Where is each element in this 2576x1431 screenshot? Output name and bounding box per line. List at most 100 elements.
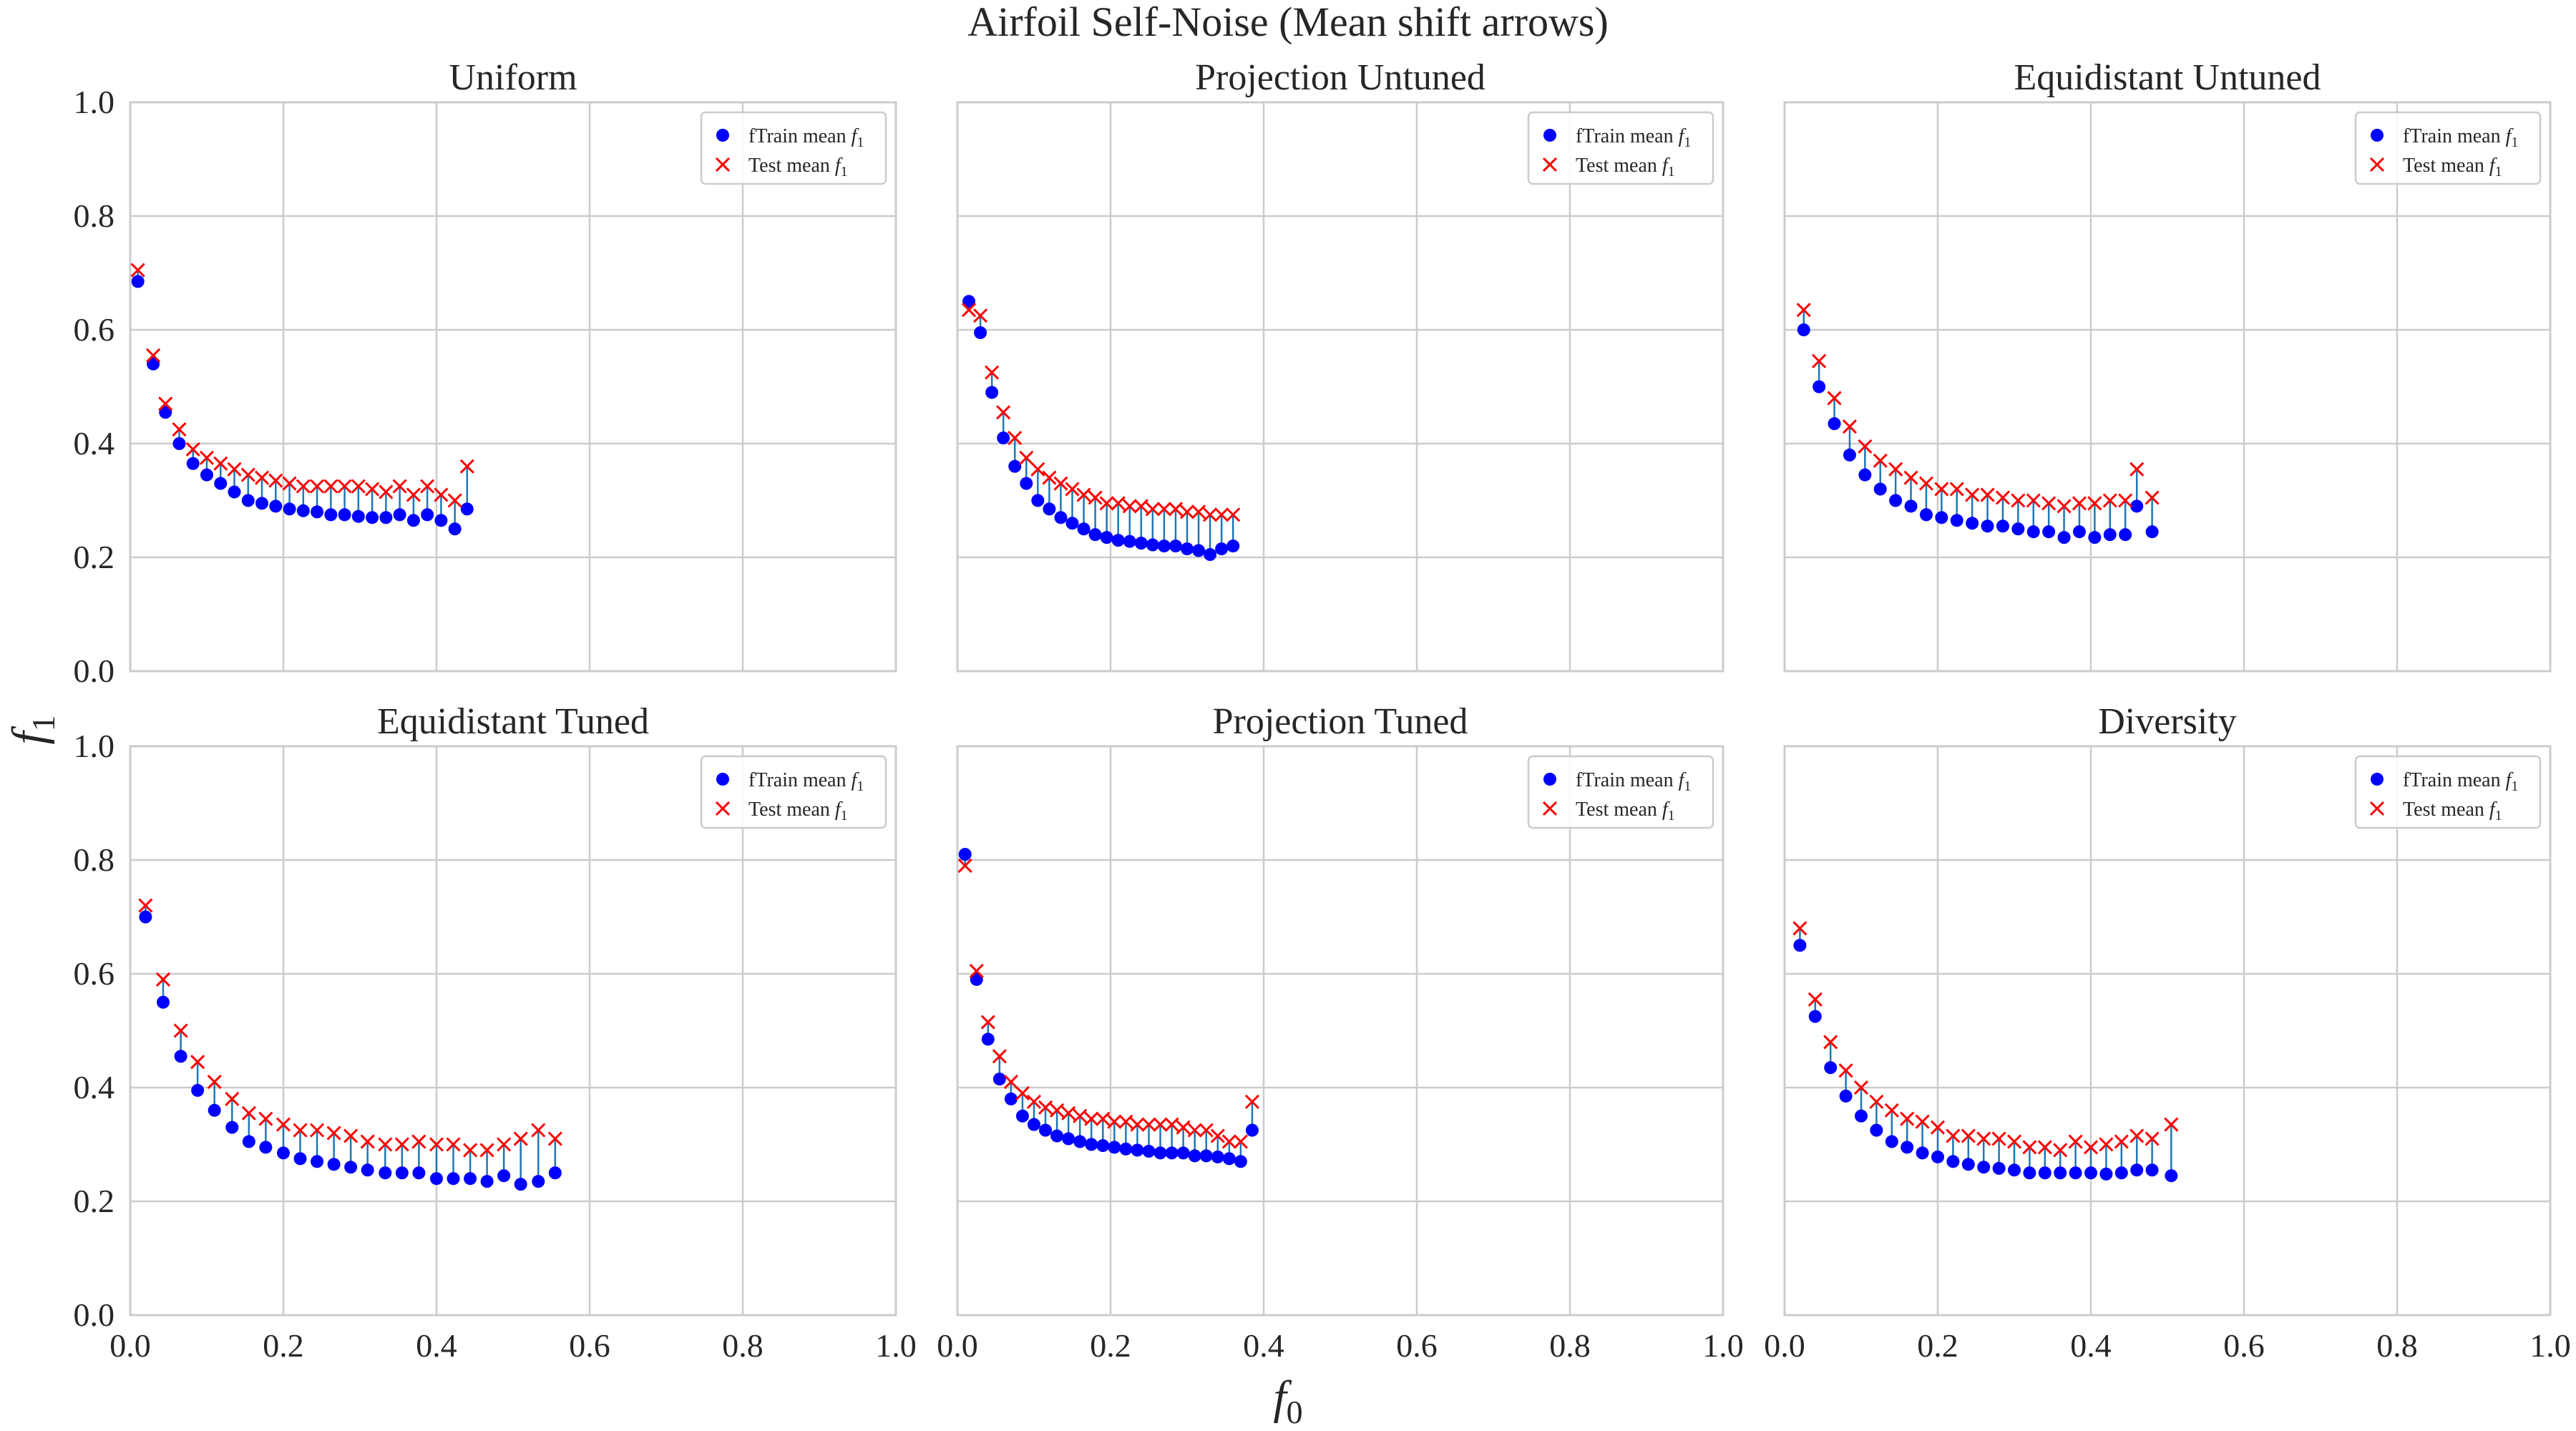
legend-train-marker: [716, 129, 729, 142]
test-mean-point: [1168, 502, 1184, 517]
x-tick-label: 0.2: [1090, 1327, 1131, 1364]
test-mean-point: [411, 1134, 426, 1149]
test-mean-point: [1873, 453, 1888, 468]
train-mean-point: [1916, 1146, 1929, 1160]
test-mean-point: [190, 1055, 205, 1070]
y-axis-label-sub: 1: [25, 715, 62, 731]
test-mean-point: [158, 396, 173, 411]
train-mean-point: [296, 504, 310, 517]
train-mean-point: [277, 1146, 290, 1160]
train-mean-point: [159, 406, 172, 419]
train-mean-point: [1054, 511, 1068, 524]
train-mean-point: [1062, 1132, 1075, 1146]
train-mean-point: [2023, 1166, 2036, 1180]
train-mean-point: [1950, 514, 1963, 527]
train-mean-point: [174, 1050, 187, 1063]
x-tick-label: 0.4: [2070, 1327, 2112, 1364]
y-tick-label: 0.8: [74, 841, 115, 878]
test-mean-point: [957, 858, 972, 874]
y-tick-label: 1.0: [74, 84, 115, 120]
y-tick-label: 0.8: [74, 197, 115, 234]
test-mean-point: [1003, 1074, 1018, 1090]
legend: fTrain mean f1 Test mean f1: [2354, 755, 2542, 829]
test-mean-point: [1065, 482, 1080, 497]
test-mean-point: [459, 459, 474, 474]
train-mean-point: [242, 1135, 255, 1148]
train-mean-point: [1165, 1146, 1179, 1160]
y-tick-label: 0.4: [74, 425, 115, 461]
legend-train-label: fTrain mean f1: [748, 125, 864, 150]
test-mean-point: [2026, 493, 2041, 508]
train-mean-point: [2145, 525, 2159, 539]
test-mean-point: [1221, 1134, 1236, 1149]
legend-test-marker: [2369, 801, 2385, 816]
test-mean-point: [323, 479, 338, 494]
test-mean-point: [173, 1023, 188, 1038]
test-mean-point: [463, 1143, 478, 1158]
test-mean-point: [1226, 507, 1241, 522]
train-mean-point: [393, 508, 406, 522]
chart-panels: 0.0 0.2 0.4 0.6 0.8 1.0 Uniform fTrain mean f1 T…: [74, 57, 2571, 1364]
test-mean-point: [1042, 470, 1057, 485]
test-mean-point: [1084, 1111, 1099, 1126]
test-mean-point: [1807, 992, 1823, 1007]
legend-train-marker: [2371, 773, 2384, 786]
test-mean-point: [379, 484, 394, 499]
train-mean-point: [2084, 1166, 2097, 1180]
train-mean-point: [1992, 1161, 2006, 1175]
legend-test-marker: [2369, 157, 2385, 172]
test-mean-point: [282, 476, 297, 491]
test-mean-point: [2037, 1140, 2052, 1155]
train-mean-point: [1142, 1145, 1156, 1158]
test-mean-point: [1869, 1094, 1884, 1109]
test-mean-point: [1191, 504, 1206, 519]
train-mean-point: [2038, 1166, 2051, 1180]
y-tick-label: 0.2: [74, 1183, 115, 1219]
train-mean-point: [1108, 1141, 1121, 1154]
legend-frame: [700, 111, 887, 185]
test-mean-point: [258, 1111, 273, 1126]
test-mean-point: [1073, 1108, 1088, 1123]
train-mean-point: [532, 1175, 545, 1188]
train-mean-point: [1176, 1146, 1190, 1160]
test-mean-point: [1888, 461, 1903, 477]
figure-title: Airfoil Self-Noise (Mean shift arrows): [967, 0, 1609, 45]
test-mean-point: [1141, 1117, 1156, 1132]
y-tick-label: 0.0: [74, 653, 115, 689]
panel-title: Equidistant Untuned: [2014, 57, 2321, 98]
train-mean-point: [200, 468, 213, 482]
train-mean-point: [1793, 939, 1807, 952]
test-mean-point: [1008, 430, 1023, 446]
train-mean-point: [366, 511, 379, 524]
panel-title: Diversity: [2098, 701, 2237, 742]
test-mean-point: [1853, 1080, 1869, 1095]
test-mean-point: [2068, 1134, 2083, 1149]
train-mean-point: [2130, 499, 2144, 513]
train-mean-point: [395, 1166, 409, 1180]
train-mean-point: [1222, 1152, 1236, 1166]
test-mean-point: [1915, 1114, 1930, 1129]
train-mean-point: [1065, 517, 1079, 530]
test-mean-point: [2164, 1117, 2179, 1132]
train-mean-point: [1131, 1143, 1144, 1157]
train-mean-point: [172, 437, 186, 450]
train-mean-point: [1904, 499, 1918, 513]
train-mean-point: [1858, 468, 1872, 482]
y-tick-label: 0.4: [74, 1069, 115, 1105]
legend: fTrain mean f1 Test mean f1: [700, 755, 887, 829]
train-mean-point: [1885, 1135, 1898, 1148]
test-mean-point: [1133, 499, 1148, 514]
train-mean-point: [981, 1032, 995, 1046]
test-mean-point: [969, 963, 984, 979]
test-mean-point: [1156, 502, 1171, 517]
train-mean-point: [412, 1166, 426, 1180]
test-mean-point: [130, 263, 145, 278]
test-mean-point: [434, 487, 449, 502]
train-mean-point: [2145, 1163, 2159, 1177]
train-mean-point: [958, 848, 972, 861]
train-mean-point: [1015, 1109, 1029, 1123]
x-axis-label: f0: [1273, 1372, 1302, 1430]
train-mean-point: [379, 1166, 392, 1180]
train-mean-point: [1873, 482, 1887, 496]
test-mean-point: [1792, 921, 1807, 936]
